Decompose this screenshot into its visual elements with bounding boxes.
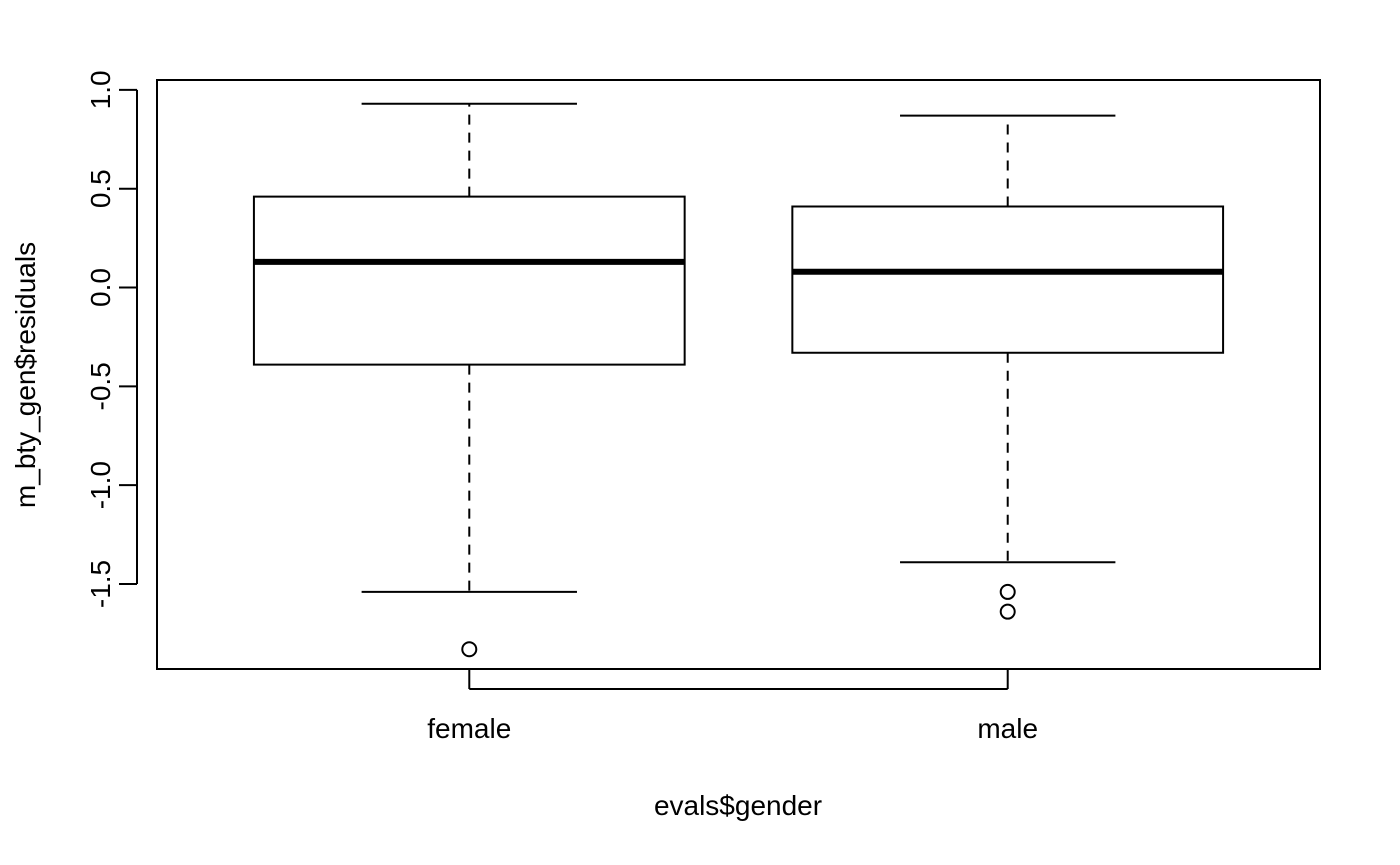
y-tick-label: 1.0 <box>85 70 116 109</box>
outlier-point <box>461 641 478 658</box>
outlier-point <box>999 583 1016 600</box>
x-tick-label: female <box>427 713 511 744</box>
y-tick-label: -0.5 <box>85 362 116 410</box>
plot-frame <box>156 79 1321 670</box>
x-axis-title: evals$gender <box>654 790 822 821</box>
plot-layer <box>252 102 1225 658</box>
y-tick-label: -1.5 <box>85 560 116 608</box>
y-tick-label: -1.0 <box>85 461 116 509</box>
iqr-box <box>791 205 1225 354</box>
y-tick-label: 0.0 <box>85 268 116 307</box>
box-female <box>252 102 686 658</box>
x-tick-label: male <box>977 713 1038 744</box>
box-male <box>791 114 1225 620</box>
x-axis: female male <box>427 669 1038 744</box>
outlier-point <box>999 603 1016 620</box>
y-tick-label: 0.5 <box>85 169 116 208</box>
y-axis-title: m_bty_gen$residuals <box>10 242 41 508</box>
y-axis: -1.5 -1.0 -0.5 0.0 0.5 1.0 <box>85 70 138 608</box>
iqr-box <box>252 195 686 366</box>
